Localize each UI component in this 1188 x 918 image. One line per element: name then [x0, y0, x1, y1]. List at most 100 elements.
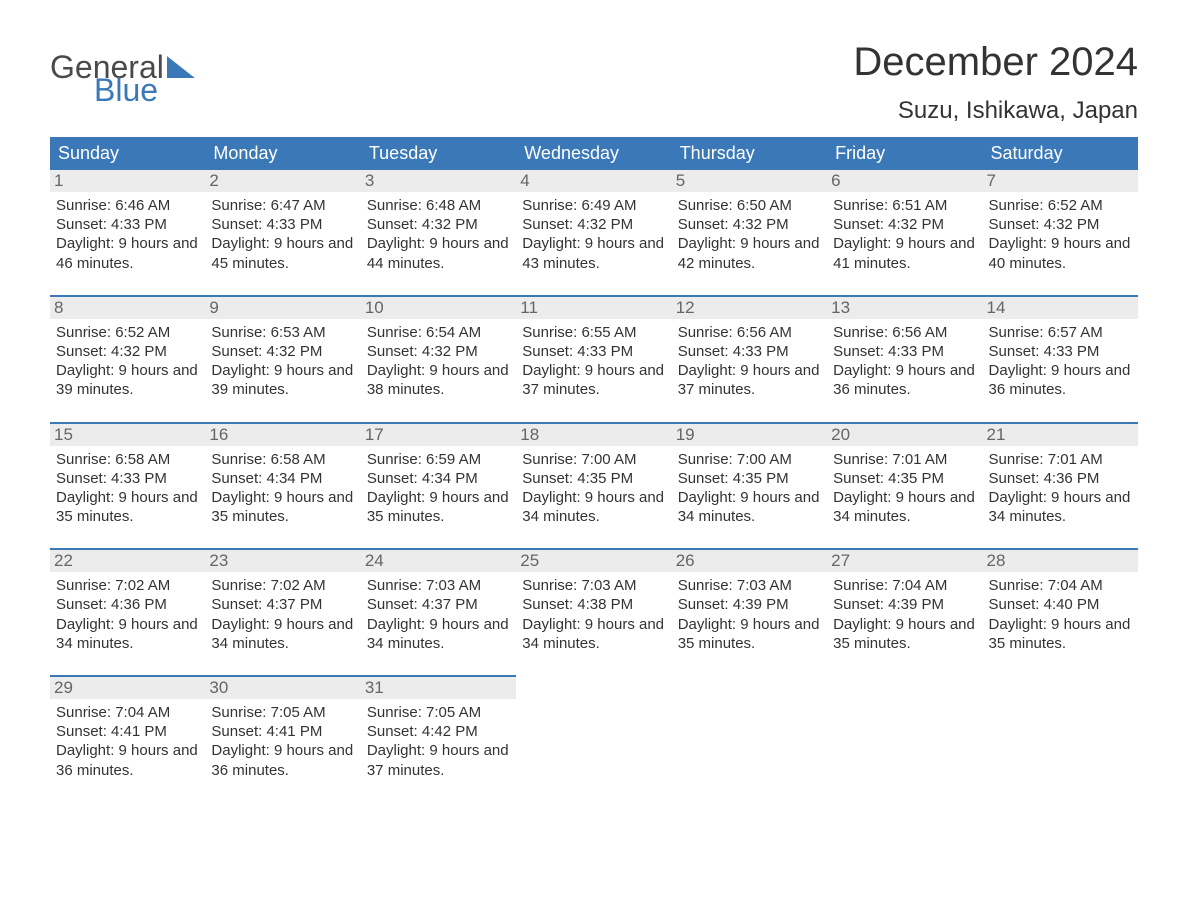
sunset-text: Sunset: 4:33 PM [211, 215, 354, 234]
calendar-cell: 13Sunrise: 6:56 AMSunset: 4:33 PMDayligh… [827, 295, 982, 422]
day-number: 2 [205, 170, 360, 192]
daylight-text: Daylight: 9 hours and 37 minutes. [678, 361, 821, 399]
sunset-text: Sunset: 4:41 PM [211, 722, 354, 741]
day-details: Sunrise: 7:01 AMSunset: 4:35 PMDaylight:… [833, 450, 976, 527]
day-number: 3 [361, 170, 516, 192]
calendar-cell: 6Sunrise: 6:51 AMSunset: 4:32 PMDaylight… [827, 170, 982, 295]
calendar-cell: 20Sunrise: 7:01 AMSunset: 4:35 PMDayligh… [827, 422, 982, 549]
day-number: 19 [672, 422, 827, 446]
week-row: 8Sunrise: 6:52 AMSunset: 4:32 PMDaylight… [50, 295, 1138, 422]
logo-flag-icon [167, 56, 195, 78]
calendar-cell: 28Sunrise: 7:04 AMSunset: 4:40 PMDayligh… [983, 548, 1138, 675]
sunrise-text: Sunrise: 7:03 AM [522, 576, 665, 595]
sunset-text: Sunset: 4:40 PM [989, 595, 1132, 614]
sunrise-text: Sunrise: 6:46 AM [56, 196, 199, 215]
daylight-text: Daylight: 9 hours and 35 minutes. [367, 488, 510, 526]
sunset-text: Sunset: 4:32 PM [833, 215, 976, 234]
day-number: 11 [516, 295, 671, 319]
sunset-text: Sunset: 4:35 PM [678, 469, 821, 488]
sunrise-text: Sunrise: 7:04 AM [989, 576, 1132, 595]
calendar-cell: 4 Sunrise: 6:49 AMSunset: 4:32 PMDaylight… [516, 170, 671, 295]
week-row: 22Sunrise: 7:02 AMSunset: 4:36 PMDayligh… [50, 548, 1138, 675]
day-number: 25 [516, 548, 671, 572]
calendar-cell: 25Sunrise: 7:03 AMSunset: 4:38 PMDayligh… [516, 548, 671, 675]
day-header: Saturday [983, 137, 1138, 170]
calendar-cell: 23Sunrise: 7:02 AMSunset: 4:37 PMDayligh… [205, 548, 360, 675]
sunrise-text: Sunrise: 6:59 AM [367, 450, 510, 469]
day-details: Sunrise: 7:05 AMSunset: 4:42 PMDaylight:… [367, 703, 510, 780]
sunset-text: Sunset: 4:32 PM [211, 342, 354, 361]
sunrise-text: Sunrise: 6:55 AM [522, 323, 665, 342]
calendar-cell: 29 Sunrise: 7:04 AMSunset: 4:41 PMDayligh… [50, 675, 205, 802]
day-number: 31 [361, 675, 516, 699]
calendar-cell: 15Sunrise: 6:58 AMSunset: 4:33 PMDayligh… [50, 422, 205, 549]
sunset-text: Sunset: 4:35 PM [833, 469, 976, 488]
day-number: 29 [50, 675, 205, 699]
sunrise-text: Sunrise: 6:56 AM [678, 323, 821, 342]
daylight-text: Daylight: 9 hours and 36 minutes. [989, 361, 1132, 399]
day-details: Sunrise: 6:59 AMSunset: 4:34 PMDaylight:… [367, 450, 510, 527]
day-details: Sunrise: 7:04 AMSunset: 4:41 PMDaylight:… [56, 703, 199, 780]
daylight-text: Daylight: 9 hours and 44 minutes. [367, 234, 510, 272]
sunset-text: Sunset: 4:32 PM [678, 215, 821, 234]
day-details: Sunrise: 6:49 AMSunset: 4:32 PMDaylight:… [522, 196, 665, 273]
day-number: 9 [205, 295, 360, 319]
day-details: Sunrise: 7:03 AMSunset: 4:39 PMDaylight:… [678, 576, 821, 653]
sunset-text: Sunset: 4:37 PM [211, 595, 354, 614]
logo-text: General Blue [50, 50, 195, 105]
calendar-cell: 2 Sunrise: 6:47 AMSunset: 4:33 PMDaylight… [205, 170, 360, 295]
sunrise-text: Sunrise: 6:57 AM [989, 323, 1132, 342]
daylight-text: Daylight: 9 hours and 34 minutes. [678, 488, 821, 526]
sunset-text: Sunset: 4:39 PM [833, 595, 976, 614]
day-details: Sunrise: 7:00 AMSunset: 4:35 PMDaylight:… [522, 450, 665, 527]
sunrise-text: Sunrise: 7:05 AM [211, 703, 354, 722]
calendar-cell: 18Sunrise: 7:00 AMSunset: 4:35 PMDayligh… [516, 422, 671, 549]
day-number: 1 [50, 170, 205, 192]
day-details: Sunrise: 7:01 AMSunset: 4:36 PMDaylight:… [989, 450, 1132, 527]
day-details: Sunrise: 7:02 AMSunset: 4:36 PMDaylight:… [56, 576, 199, 653]
sunrise-text: Sunrise: 6:47 AM [211, 196, 354, 215]
sunrise-text: Sunrise: 6:48 AM [367, 196, 510, 215]
calendar-cell: 30Sunrise: 7:05 AMSunset: 4:41 PMDayligh… [205, 675, 360, 802]
calendar-cell: 19 Sunrise: 7:00 AMSunset: 4:35 PMDayligh… [672, 422, 827, 549]
daylight-text: Daylight: 9 hours and 35 minutes. [989, 615, 1132, 653]
day-details: Sunrise: 6:46 AMSunset: 4:33 PMDaylight:… [56, 196, 199, 273]
sunset-text: Sunset: 4:37 PM [367, 595, 510, 614]
day-details: Sunrise: 6:51 AMSunset: 4:32 PMDaylight:… [833, 196, 976, 273]
sunrise-text: Sunrise: 6:54 AM [367, 323, 510, 342]
daylight-text: Daylight: 9 hours and 35 minutes. [678, 615, 821, 653]
calendar-cell: 7Sunrise: 6:52 AMSunset: 4:32 PMDaylight… [983, 170, 1138, 295]
day-details: Sunrise: 6:56 AMSunset: 4:33 PMDaylight:… [678, 323, 821, 400]
day-details: Sunrise: 6:52 AMSunset: 4:32 PMDaylight:… [56, 323, 199, 400]
sunset-text: Sunset: 4:38 PM [522, 595, 665, 614]
day-number: 8 [50, 295, 205, 319]
daylight-text: Daylight: 9 hours and 46 minutes. [56, 234, 199, 272]
day-header: Friday [827, 137, 982, 170]
daylight-text: Daylight: 9 hours and 34 minutes. [56, 615, 199, 653]
sunset-text: Sunset: 4:33 PM [522, 342, 665, 361]
sunrise-text: Sunrise: 6:52 AM [56, 323, 199, 342]
day-number: 26 [672, 548, 827, 572]
day-details: Sunrise: 6:47 AMSunset: 4:33 PMDaylight:… [211, 196, 354, 273]
sunset-text: Sunset: 4:36 PM [56, 595, 199, 614]
calendar-cell: 24Sunrise: 7:03 AMSunset: 4:37 PMDayligh… [361, 548, 516, 675]
day-number: 5 [672, 170, 827, 192]
sunset-text: Sunset: 4:42 PM [367, 722, 510, 741]
day-details: Sunrise: 7:00 AMSunset: 4:35 PMDaylight:… [678, 450, 821, 527]
day-number: 30 [205, 675, 360, 699]
title-block: December 2024 Suzu, Ishikawa, Japan [853, 30, 1138, 129]
sunrise-text: Sunrise: 7:04 AM [56, 703, 199, 722]
calendar-cell: 17Sunrise: 6:59 AMSunset: 4:34 PMDayligh… [361, 422, 516, 549]
sunrise-text: Sunrise: 7:02 AM [56, 576, 199, 595]
calendar-cell: 14Sunrise: 6:57 AMSunset: 4:33 PMDayligh… [983, 295, 1138, 422]
sunrise-text: Sunrise: 6:52 AM [989, 196, 1132, 215]
day-number: 7 [983, 170, 1138, 192]
sunset-text: Sunset: 4:33 PM [678, 342, 821, 361]
sunrise-text: Sunrise: 7:03 AM [367, 576, 510, 595]
day-number: 4 [516, 170, 671, 192]
daylight-text: Daylight: 9 hours and 36 minutes. [833, 361, 976, 399]
calendar-cell: 11 Sunrise: 6:55 AMSunset: 4:33 PMDayligh… [516, 295, 671, 422]
daylight-text: Daylight: 9 hours and 37 minutes. [522, 361, 665, 399]
day-details: Sunrise: 7:03 AMSunset: 4:37 PMDaylight:… [367, 576, 510, 653]
sunset-text: Sunset: 4:33 PM [56, 215, 199, 234]
